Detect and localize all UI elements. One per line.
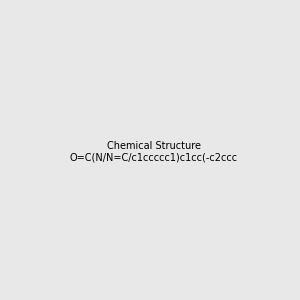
Text: Chemical Structure
O=C(N/N=C/c1ccccc1)c1cc(-c2ccc: Chemical Structure O=C(N/N=C/c1ccccc1)c1…	[70, 141, 238, 162]
